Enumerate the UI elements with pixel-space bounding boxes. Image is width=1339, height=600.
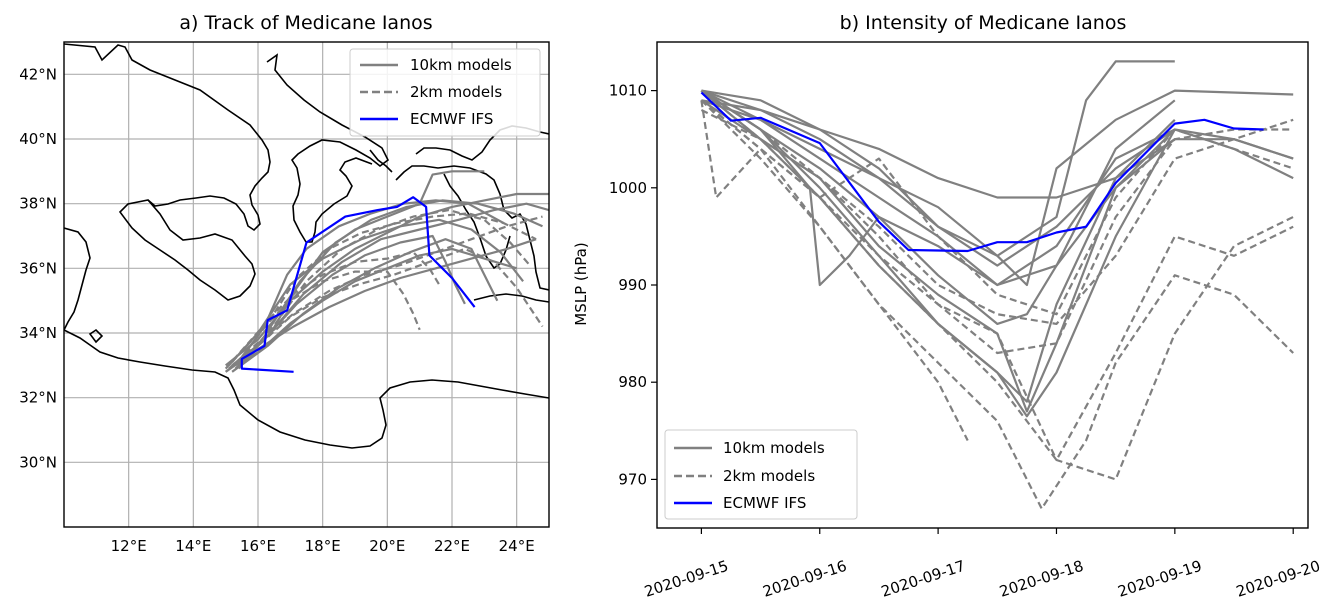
model-line-10km [700,89,1176,418]
map-x-tick-label: 18°E [305,537,341,555]
panel-b-title: b) Intensity of Medicane Ianos [840,12,1127,34]
map-y-tick-label: 36°N [19,259,57,277]
y-tick-label: 970 [618,470,647,488]
model-line-10km [701,99,1294,199]
map-x-tick-label: 24°E [499,537,535,555]
map-axis-ticks: 12°E 14°E 16°E 18°E 20°E 22°E 24°E 30°N 32°N 34°N… [19,65,535,555]
y-tick-label: 1010 [609,82,647,100]
model-tracks [224,170,549,373]
model-track-10km [237,199,543,370]
map-x-tick-label: 20°E [369,537,405,555]
model-track-10km [225,238,537,373]
model-track-2km [224,251,441,370]
y-axis-label: MSLP (hPa) [572,242,590,325]
legend-b-label-10km: 10km models [723,439,825,457]
model-line-2km [700,99,1294,316]
map-y-tick-label: 40°N [19,130,57,148]
y-tick-label: 1000 [609,179,647,197]
coastline-island [88,328,104,344]
model-line-10km [700,89,1176,287]
legend-b: 10km models 2km models ECMWF IFS [664,429,858,520]
map-x-tick-label: 22°E [434,537,470,555]
map-x-tick-label: 12°E [111,537,147,555]
model-line-2km [700,89,1294,462]
ecmwf-intensity-polyline [700,91,1264,253]
ecmwf-track [240,196,476,373]
ecmwf-track-line [240,196,476,373]
plot-axis-ticks: 2020-09-15 2020-09-16 2020-09-17 2020-09-18… [609,82,1323,600]
model-line-2km [700,100,1294,481]
coastline-italy [64,43,390,243]
x-tick-label: 2020-09-18 [997,557,1085,600]
map-y-tick-label: 32°N [19,389,57,407]
ecmwf-intensity-line [700,91,1264,253]
map-x-tick-label: 16°E [240,537,276,555]
legend-a-label-ecmwf: ECMWF IFS [410,110,493,128]
model-line-10km [700,89,1294,267]
legend-b-label-2km: 2km models [723,467,815,485]
model-track-2km [228,215,543,370]
model-line-10km [700,89,1176,325]
panel-a-title: a) Track of Medicane Ianos [179,12,432,34]
coastlines [64,43,549,449]
x-tick-label: 2020-09-20 [1234,557,1322,600]
model-line-10km [701,89,1294,287]
y-tick-label: 990 [618,276,647,294]
model-line-10km [701,99,1294,287]
map-frame [63,41,550,528]
legend-b-label-ecmwf: ECMWF IFS [723,494,806,512]
legend-b-box [664,429,858,520]
model-intensity-lines [700,60,1294,510]
model-track-10km [237,199,505,363]
model-track-10km [234,202,549,370]
legend-a-label-10km: 10km models [410,56,512,74]
coastline-libya [64,329,549,449]
model-line-10km [701,60,1175,257]
model-line-2km [700,99,1294,510]
map-y-tick-label: 30°N [19,453,57,471]
model-track-10km [231,238,499,373]
coastline-tunisia [64,227,91,331]
x-tick-label: 2020-09-17 [879,557,967,600]
model-track-10km [228,218,524,367]
map-y-tick-label: 34°N [19,324,57,342]
coastline-greece [369,125,549,291]
legend-a: 10km models 2km models ECMWF IFS [349,48,541,137]
x-tick-label: 2020-09-15 [642,557,730,600]
map-x-tick-label: 14°E [175,537,211,555]
model-track-2km [225,247,544,373]
coastline-crete [473,293,549,303]
legend-a-label-2km: 2km models [410,83,502,101]
coastline-sicily [118,199,256,301]
model-line-2km [700,89,1294,325]
y-tick-label: 980 [618,373,647,391]
map-y-tick-label: 42°N [19,65,57,83]
map-y-tick-label: 38°N [19,195,57,213]
model-line-2km [700,109,1294,355]
legend-a-box [349,48,541,137]
x-tick-label: 2020-09-16 [761,557,849,600]
x-tick-label: 2020-09-19 [1116,557,1204,600]
